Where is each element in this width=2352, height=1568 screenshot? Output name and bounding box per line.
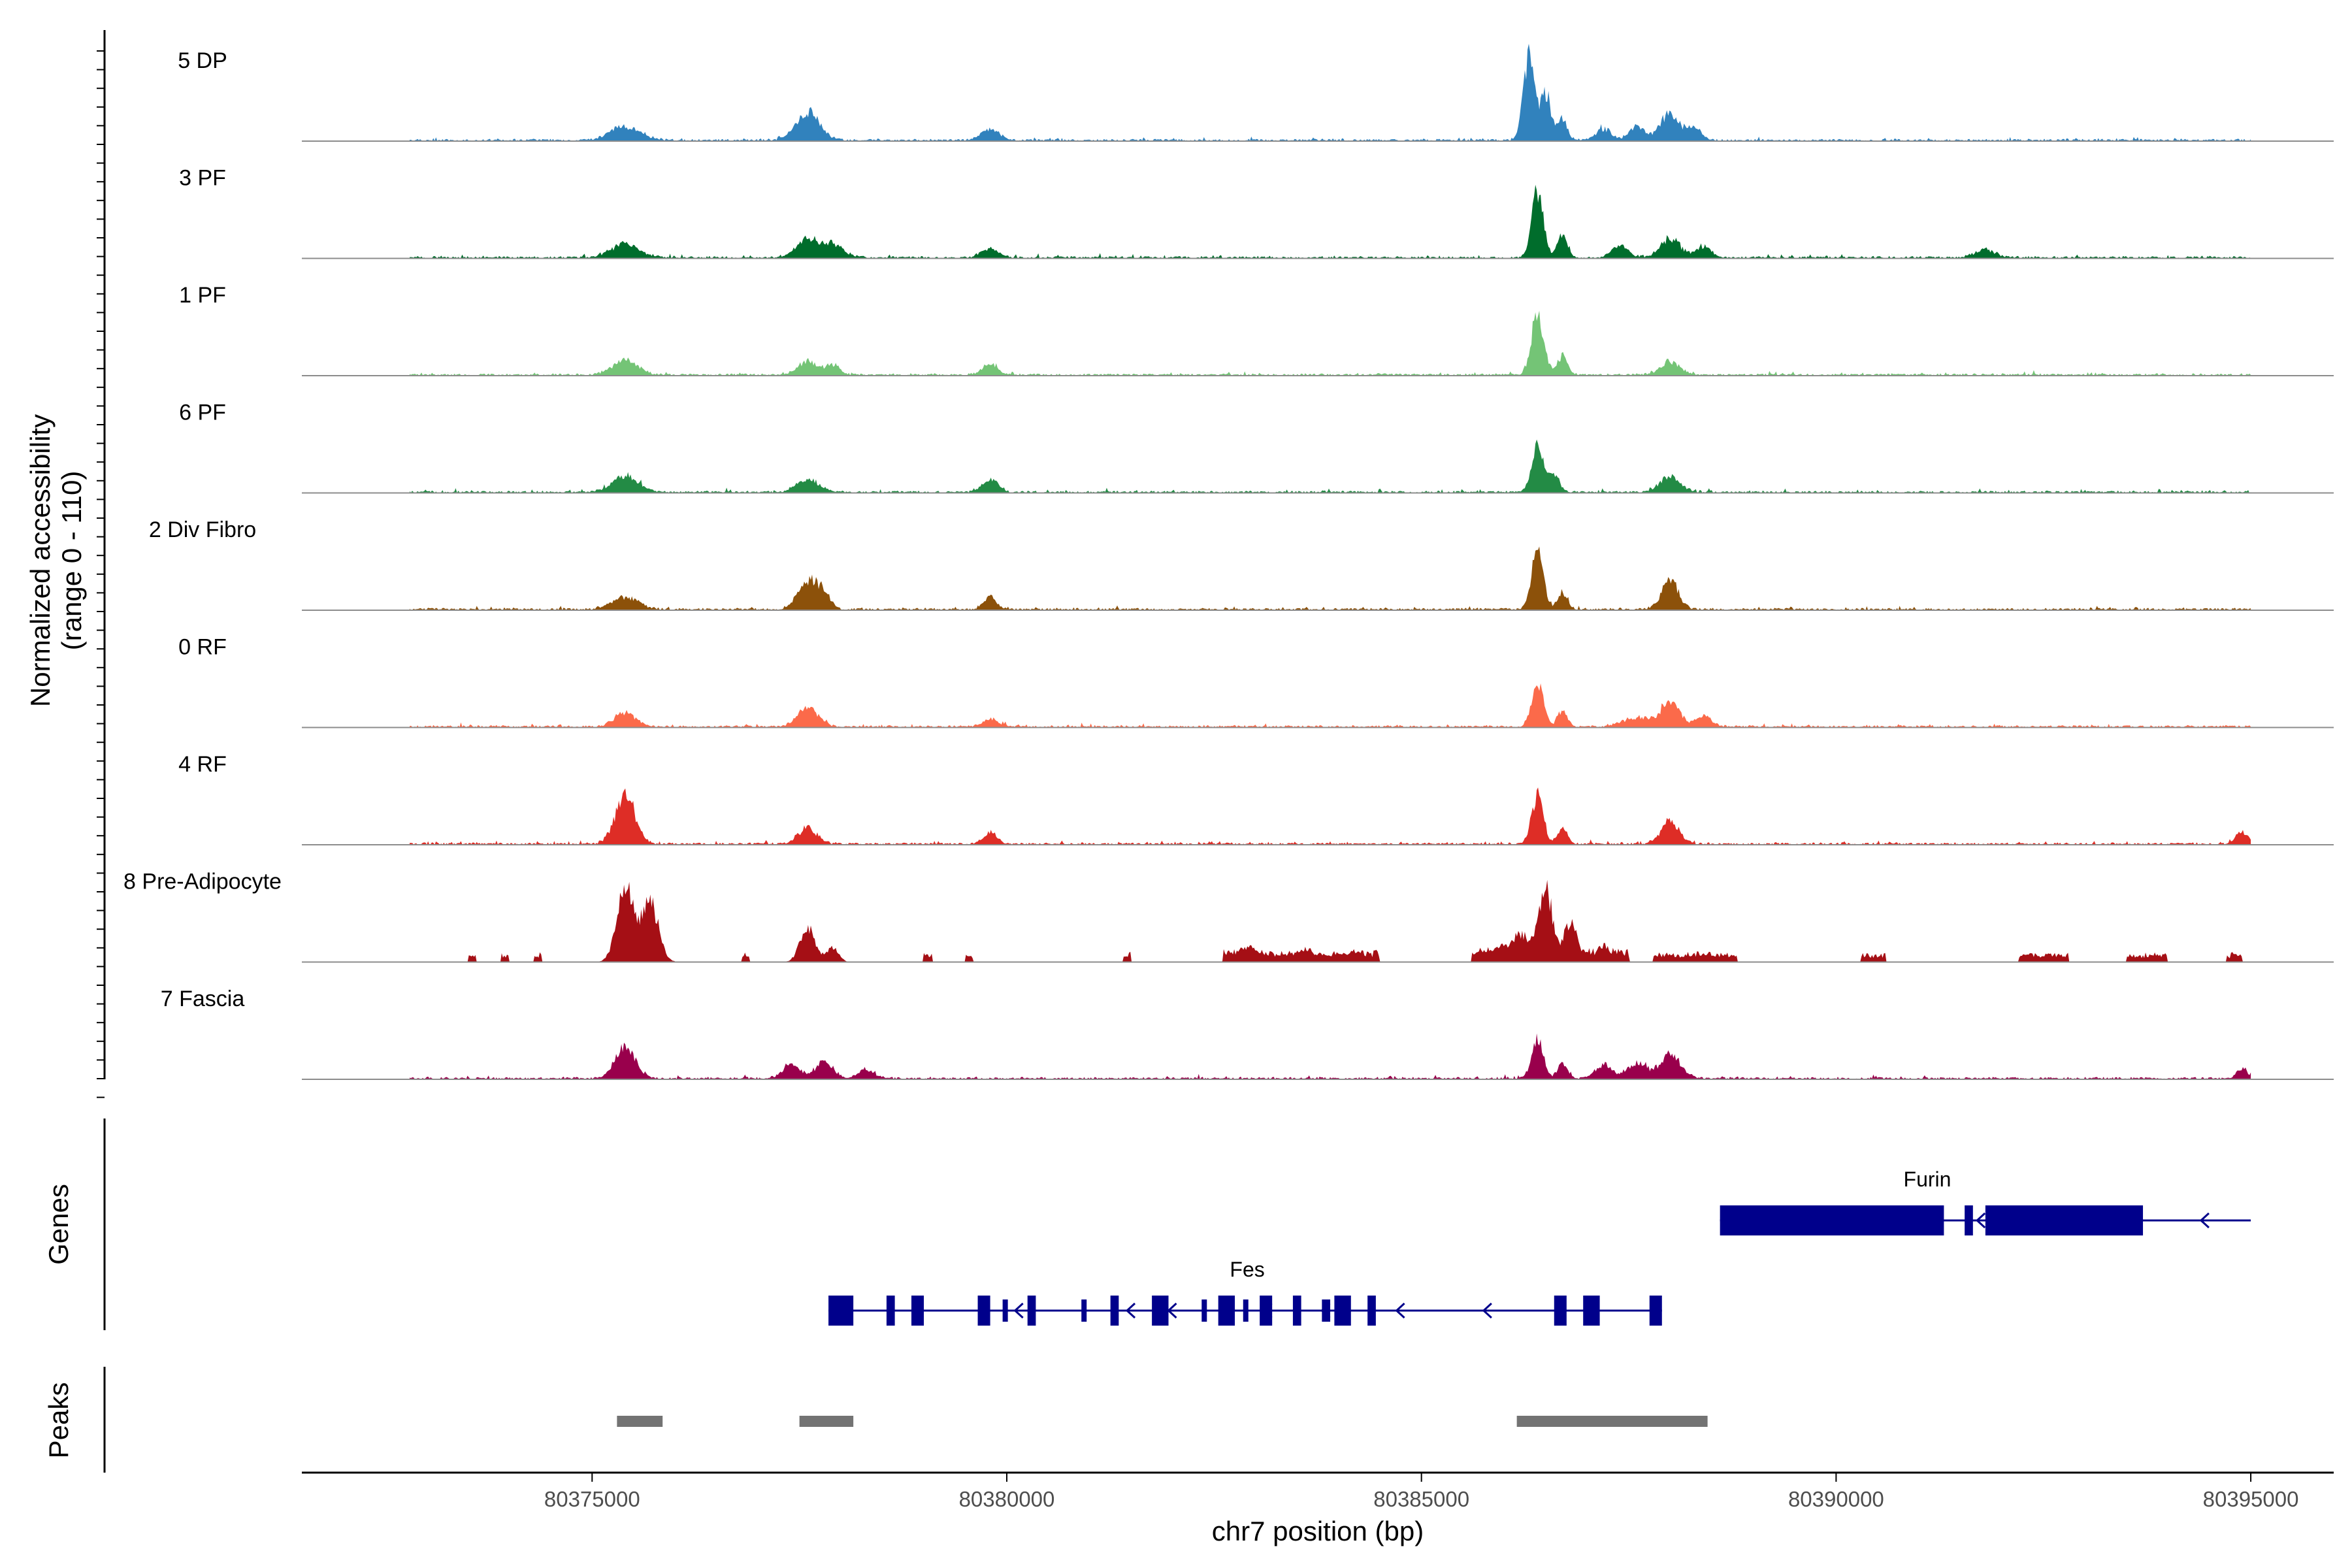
track-label: 0 RF	[178, 635, 227, 660]
gene-exon	[1554, 1296, 1567, 1326]
coverage-area	[410, 1033, 2251, 1079]
peak-region	[617, 1416, 663, 1427]
coverage-area	[410, 787, 2251, 845]
coverage-area	[410, 879, 2251, 962]
gene-name-label: Furin	[1904, 1168, 1952, 1191]
x-tick-label: 80390000	[1788, 1487, 1884, 1511]
gene-exon	[1002, 1299, 1008, 1322]
gene-exon	[1965, 1205, 1973, 1235]
peaks-y-axis-title: Peaks	[43, 1382, 74, 1459]
gene-exon	[1027, 1296, 1036, 1326]
gene-exon	[911, 1296, 924, 1326]
peak-region	[799, 1416, 854, 1427]
gene-exon	[886, 1296, 895, 1326]
coverage-area	[410, 439, 2251, 493]
x-axis-title: chr7 position (bp)	[1212, 1516, 1424, 1546]
gene-name-label: Fes	[1230, 1258, 1264, 1281]
gene-exon	[1583, 1296, 1600, 1326]
coverage-area	[410, 683, 2251, 728]
track-label: 3 PF	[179, 166, 226, 191]
gene-exon	[1243, 1299, 1249, 1322]
strand-arrow	[2199, 1212, 2210, 1229]
strand-arrow	[1167, 1302, 1177, 1319]
gene-exon	[1081, 1299, 1087, 1322]
track-label: 5 DP	[178, 48, 227, 73]
gene-exon	[1201, 1299, 1207, 1322]
coverage-y-axis-title: Normalized accessibility	[25, 414, 56, 707]
gene-exon	[1367, 1296, 1376, 1326]
x-tick-label: 80395000	[2203, 1487, 2299, 1511]
track-label: 2 Div Fibro	[149, 517, 256, 542]
gene-exon	[1985, 1205, 2144, 1235]
gene-exon	[1649, 1296, 1662, 1326]
gene-exon	[1152, 1296, 1169, 1326]
gene-exon	[1110, 1296, 1119, 1326]
track-label: 4 RF	[178, 752, 227, 777]
gene-exon	[1292, 1296, 1301, 1326]
track-label: 7 Fascia	[161, 987, 245, 1011]
coverage-area	[410, 546, 2251, 610]
gene-exon	[1260, 1296, 1273, 1326]
coverage-area	[410, 44, 2251, 141]
coverage-area	[410, 184, 2251, 259]
coverage-area	[410, 310, 2251, 376]
gene-exon	[977, 1296, 990, 1326]
gene-exon	[1218, 1296, 1235, 1326]
x-tick-label: 80375000	[544, 1487, 640, 1511]
gene-exon	[1334, 1296, 1351, 1326]
x-tick-label: 80380000	[959, 1487, 1055, 1511]
track-label: 8 Pre-Adipocyte	[123, 870, 282, 894]
coverage-y-axis-subtitle: (range 0 - 110)	[56, 471, 87, 651]
strand-arrow	[1262, 1302, 1273, 1319]
strand-arrow	[1482, 1302, 1492, 1319]
track-label: 6 PF	[179, 400, 226, 425]
strand-arrow	[1975, 1212, 1986, 1229]
gene-exon	[1720, 1205, 1944, 1235]
strand-arrow	[1320, 1302, 1331, 1319]
gene-exon	[828, 1296, 854, 1326]
peak-region	[1516, 1416, 1708, 1427]
x-tick-label: 80385000	[1373, 1487, 1469, 1511]
genes-y-axis-title: Genes	[43, 1184, 74, 1265]
strand-arrow	[1125, 1302, 1136, 1319]
strand-arrow	[1013, 1302, 1024, 1319]
strand-arrow	[1395, 1302, 1405, 1319]
track-label: 1 PF	[179, 283, 226, 308]
